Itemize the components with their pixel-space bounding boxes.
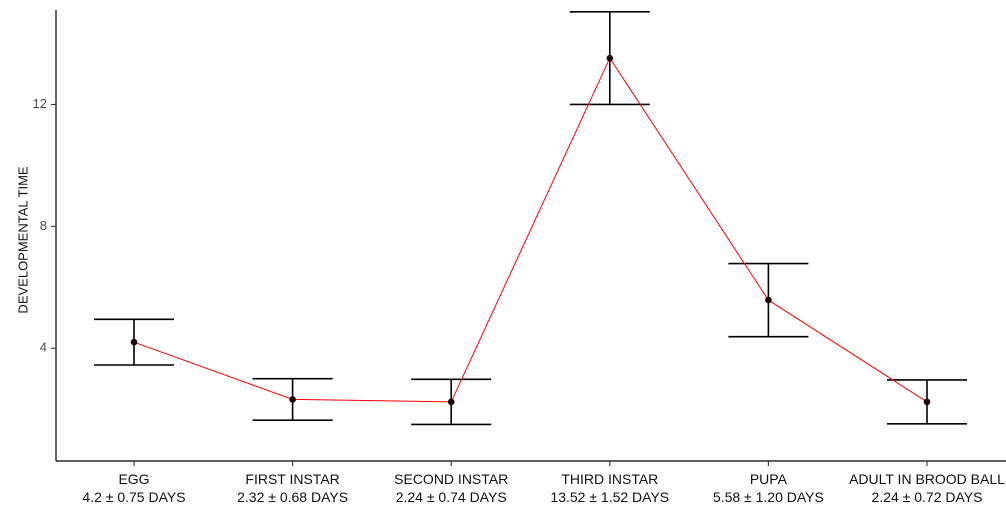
x-tick-sublabel: 2.32 ± 0.68 DAYS xyxy=(237,489,348,505)
x-tick-label: THIRD INSTAR xyxy=(561,471,658,487)
y-ticks: 4 8 12 xyxy=(33,96,56,355)
data-point xyxy=(447,398,455,406)
y-tick-label: 4 xyxy=(40,340,47,355)
data-point xyxy=(130,338,138,346)
data-points xyxy=(130,54,931,406)
x-tick-sublabel: 2.24 ± 0.72 DAYS xyxy=(872,489,983,505)
x-tick-label: SECOND INSTAR xyxy=(394,471,508,487)
error-bars xyxy=(94,11,967,426)
y-axis-title: DEVELOPMENTAL TIME xyxy=(15,166,30,313)
y-tick-label: 8 xyxy=(40,218,47,233)
x-tick-sublabel: 13.52 ± 1.52 DAYS xyxy=(550,489,669,505)
x-tick-sublabel: 2.24 ± 0.74 DAYS xyxy=(396,489,507,505)
x-tick-label: FIRST INSTAR xyxy=(245,471,339,487)
data-point xyxy=(923,398,931,406)
series-line-group xyxy=(133,57,928,403)
x-ticks: EGG 4.2 ± 0.75 DAYS FIRST INSTAR 2.32 ± 0.6… xyxy=(82,461,1005,505)
data-point xyxy=(289,396,296,403)
x-tick-sublabel: 4.2 ± 0.75 DAYS xyxy=(82,489,185,505)
x-tick-label: EGG xyxy=(118,471,149,487)
data-point xyxy=(606,54,614,62)
data-point xyxy=(765,296,772,304)
x-tick-sublabel: 5.58 ± 1.20 DAYS xyxy=(713,489,824,505)
x-tick-label: ADULT IN BROOD BALL xyxy=(849,471,1005,487)
x-tick-label: PUPA xyxy=(750,471,788,487)
y-tick-label: 12 xyxy=(33,96,47,111)
series-line xyxy=(133,57,928,403)
